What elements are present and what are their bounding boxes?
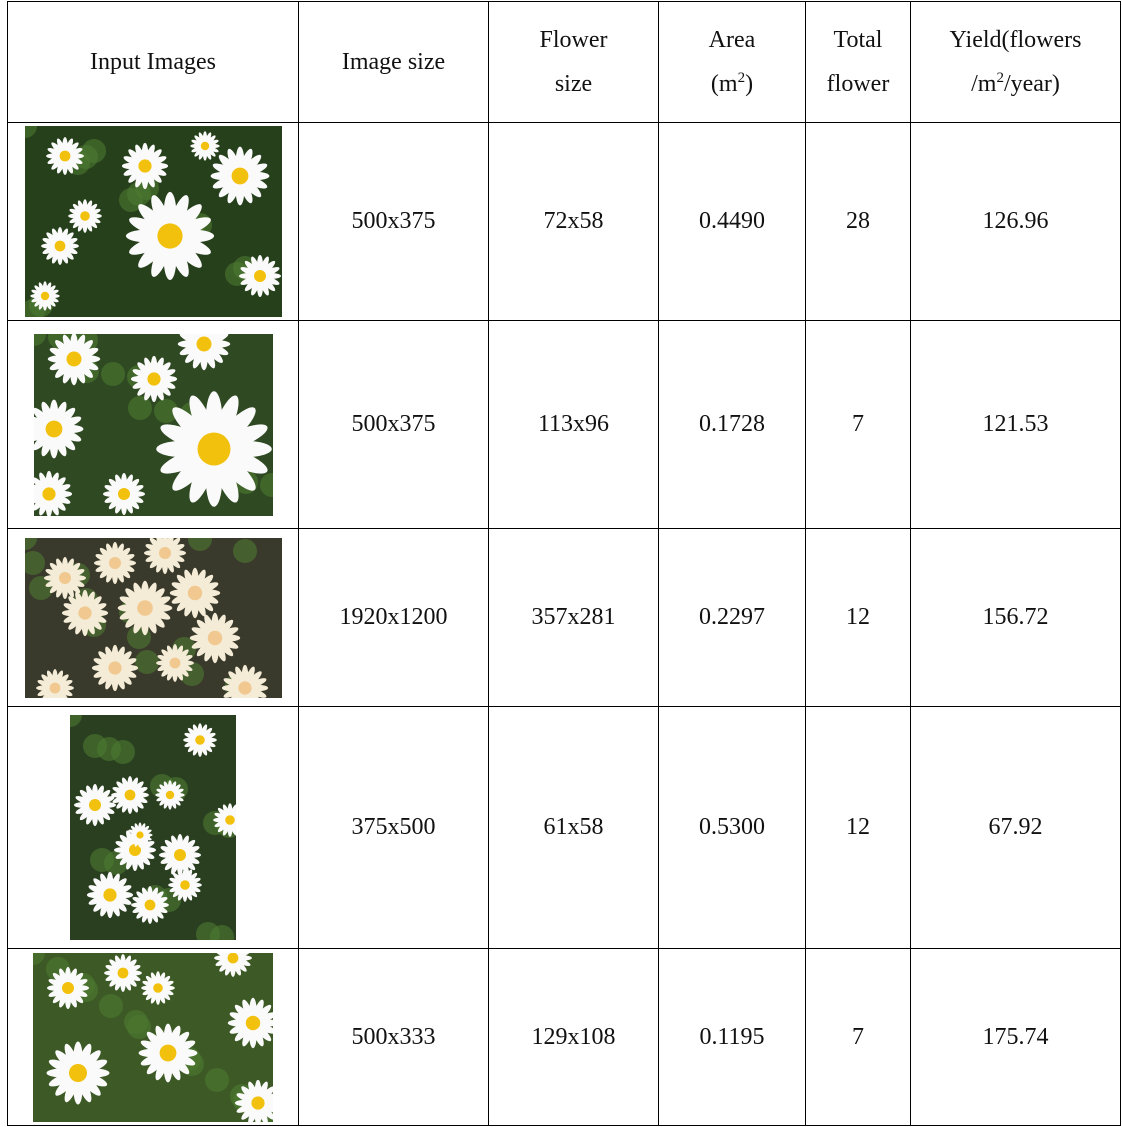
table-cell: 500x375	[298, 320, 489, 529]
table-cell: 7	[805, 320, 911, 529]
table-cell: 61x58	[488, 706, 659, 949]
data-row: 500x375 113x96 0.1728 7 121.53	[7, 320, 1121, 529]
table-cell: 156.72	[910, 528, 1121, 707]
header-cell: Input Images	[7, 1, 299, 123]
header-line: size	[489, 62, 658, 106]
header-text: size	[554, 71, 593, 97]
header-text: Area	[708, 27, 756, 53]
table-cell: 113x96	[488, 320, 659, 529]
superscript: 2	[737, 70, 746, 86]
header-cell: Yield(flowers/m2/year)	[910, 1, 1121, 123]
input-image	[24, 537, 282, 698]
header-cell: Flower size	[488, 1, 659, 123]
input-image	[70, 715, 236, 940]
header-line: Image size	[299, 40, 488, 84]
table-cell: 129x108	[488, 948, 659, 1126]
data-row: 500x375 72x58 0.4490 28 126.96	[7, 122, 1121, 321]
data-row: 1920x1200 357x281 0.2297 12 156.72	[7, 528, 1121, 707]
table-cell: 1920x1200	[298, 528, 489, 707]
table-cell: 0.2297	[658, 528, 806, 707]
table-body: 500x375 72x58 0.4490 28 126.96 500x375 113x96 0…	[7, 122, 1121, 1126]
table-cell: 72x58	[488, 122, 659, 321]
header-text: Input Images	[90, 49, 216, 75]
image-cell	[7, 528, 299, 707]
header-text: Yield(flowers	[949, 27, 1082, 53]
image-cell	[7, 320, 299, 529]
data-row: 500x333 129x108 0.1195 7 175.74	[7, 948, 1121, 1126]
header-text: (m	[710, 71, 738, 97]
header-cell: Area (m2)	[658, 1, 806, 123]
image-cell	[7, 948, 299, 1126]
input-image	[33, 333, 273, 516]
header-line: flower	[806, 62, 910, 106]
header-line: Input Images	[8, 40, 298, 84]
results-table: Input Images Image size Flower size Area (m2)…	[7, 1, 1121, 1126]
image-cell	[7, 122, 299, 321]
header-text: Image size	[341, 49, 446, 75]
table-cell: 121.53	[910, 320, 1121, 529]
table-cell: 0.5300	[658, 706, 806, 949]
header-row: Input Images Image size Flower size Area (m2)…	[7, 1, 1121, 123]
table-cell: 175.74	[910, 948, 1121, 1126]
table-cell: 357x281	[488, 528, 659, 707]
superscript: 2	[996, 70, 1004, 86]
input-image	[33, 952, 273, 1122]
header-line: Total	[806, 18, 910, 62]
table-cell: 0.4490	[658, 122, 806, 321]
header-text: /m	[971, 71, 997, 97]
table-cell: 28	[805, 122, 911, 321]
header-line: Area	[659, 18, 805, 62]
image-cell	[7, 706, 299, 949]
header-line: /m2/year)	[911, 62, 1120, 106]
header-text: )	[745, 71, 754, 97]
header-line: (m2)	[659, 62, 805, 106]
header-line: Flower	[489, 18, 658, 62]
table-cell: 126.96	[910, 122, 1121, 321]
table-cell: 375x500	[298, 706, 489, 949]
table-cell: 67.92	[910, 706, 1121, 949]
table-cell: 12	[805, 706, 911, 949]
header-cell: Image size	[298, 1, 489, 123]
header-text: flower	[826, 71, 890, 97]
input-image	[24, 126, 282, 317]
data-row: 375x500 61x58 0.5300 12 67.92	[7, 706, 1121, 949]
table-cell: 500x333	[298, 948, 489, 1126]
table-cell: 12	[805, 528, 911, 707]
header-line: Yield(flowers	[911, 18, 1120, 62]
table-cell: 500x375	[298, 122, 489, 321]
table-cell: 7	[805, 948, 911, 1126]
table-cell: 0.1195	[658, 948, 806, 1126]
table-cell: 0.1728	[658, 320, 806, 529]
header-text: Total	[833, 27, 883, 53]
header-cell: Total flower	[805, 1, 911, 123]
header-text: /year)	[1003, 71, 1060, 97]
header-text: Flower	[539, 27, 608, 53]
